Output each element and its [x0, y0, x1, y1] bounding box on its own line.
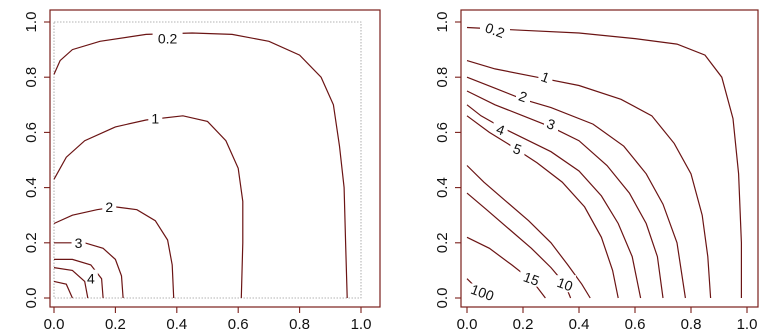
contour-label-bg [544, 115, 558, 133]
contour-line [54, 258, 104, 299]
contour-label-bg [83, 269, 98, 287]
contour-label-bg [516, 87, 530, 105]
contour-label-bg [554, 275, 576, 293]
contour-label-bg [71, 233, 86, 251]
left-contour-panel: 0.0 0.2 0.4 0.6 0.8 1.0 0.0 0.2 0.4 0.6 0.8 1.0 0.2 1… [23, 9, 381, 333]
contour-line [466, 26, 742, 298]
contour-label: 10 [555, 274, 575, 294]
y-tick-label: 0.4 [23, 177, 40, 198]
x-tick-label: 0.8 [289, 316, 310, 333]
contour-line [466, 90, 664, 299]
y-tick-label: 0.0 [434, 288, 451, 309]
contour-label: 4 [87, 271, 95, 287]
contour-label-bg [493, 120, 508, 138]
x-tick-label: 0.8 [681, 316, 702, 333]
x-tick-label: 0.0 [44, 316, 65, 333]
y-tick-label: 1.0 [434, 12, 451, 33]
contour-label-bg [467, 283, 498, 301]
contour-label: 2 [105, 199, 113, 215]
x-tick-label: 1.0 [351, 316, 372, 333]
right-contour-panel: 0.0 0.2 0.4 0.6 0.8 1.0 0.0 0.2 0.4 0.6 0.8 1.0 0.2 1… [434, 9, 759, 333]
contour-line [53, 32, 348, 299]
contour-label-bg [538, 68, 553, 86]
contour-label: 15 [521, 268, 541, 288]
contour-line [53, 115, 244, 299]
domain-boundary [53, 21, 362, 299]
contour-line [466, 165, 591, 299]
contour-label: 0.2 [158, 31, 178, 47]
contour-line [53, 206, 175, 299]
y-tick-label: 0.2 [23, 232, 40, 253]
contour-label-bg [148, 109, 163, 127]
contour-label-bg [152, 29, 183, 47]
x-tick-label: 0.6 [228, 316, 249, 333]
y-tick-label: 0.6 [434, 122, 451, 143]
y-tick-label: 1.0 [23, 12, 40, 33]
contour-line [54, 242, 124, 299]
contour-line [466, 60, 712, 299]
contour-line [53, 267, 89, 299]
y-tick-label: 0.0 [23, 288, 40, 309]
contour-label-bg [510, 139, 525, 157]
contour-line [466, 76, 686, 299]
y-tick-label: 0.4 [434, 177, 451, 198]
contour-label-bg [520, 269, 543, 287]
contour-label: 3 [75, 235, 83, 251]
contour-label: 1 [151, 111, 159, 127]
contour-label: 100 [469, 281, 497, 304]
plot-frame [460, 9, 759, 308]
contour-label-bg [102, 197, 117, 215]
x-tick-label: 0.6 [625, 316, 646, 333]
contour-line [53, 280, 73, 299]
y-tick-label: 0.8 [434, 67, 451, 88]
x-tick-label: 0.4 [569, 316, 590, 333]
x-tick-label: 1.0 [737, 316, 758, 333]
x-tick-label: 0.0 [457, 316, 478, 333]
contour-label: 0.2 [483, 19, 507, 41]
y-tick-label: 0.2 [434, 232, 451, 253]
y-tick-label: 0.8 [23, 67, 40, 88]
contour-line [466, 115, 619, 299]
x-tick-label: 0.2 [105, 316, 126, 333]
y-tick-label: 0.6 [23, 122, 40, 143]
contour-line [466, 236, 546, 299]
plot-frame [49, 9, 381, 308]
x-tick-label: 0.4 [166, 316, 187, 333]
contour-label-bg [480, 21, 510, 39]
contour-line [466, 104, 642, 299]
x-tick-label: 0.2 [513, 316, 534, 333]
